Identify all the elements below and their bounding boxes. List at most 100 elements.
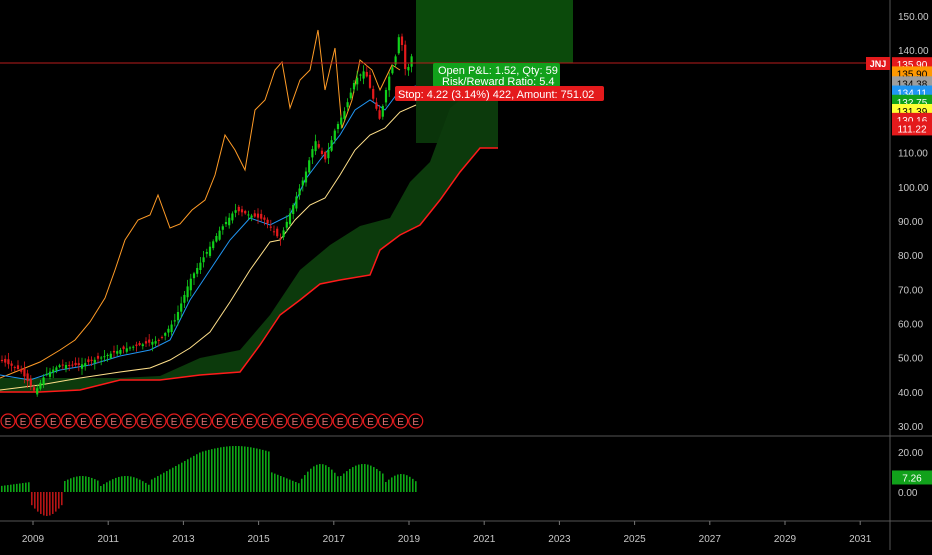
histogram-bar bbox=[91, 477, 93, 492]
earnings-marker[interactable] bbox=[196, 413, 212, 429]
earnings-marker[interactable] bbox=[226, 413, 243, 429]
histogram-bar bbox=[58, 492, 60, 509]
histogram-bar bbox=[184, 460, 186, 492]
earnings-marker[interactable] bbox=[45, 413, 61, 429]
candle-body bbox=[36, 388, 39, 395]
earnings-marker[interactable] bbox=[257, 413, 273, 429]
candle-body bbox=[224, 222, 228, 225]
price-tick-label: 40.00 bbox=[898, 388, 923, 399]
histogram-bar bbox=[130, 476, 132, 492]
candle-body bbox=[10, 363, 13, 366]
histogram-bar bbox=[208, 449, 210, 492]
candle-body bbox=[183, 294, 186, 303]
earnings-marker[interactable] bbox=[332, 413, 348, 429]
pnl-box[interactable] bbox=[433, 63, 560, 87]
price-tick-label: 70.00 bbox=[898, 285, 923, 296]
earnings-marker[interactable] bbox=[90, 413, 107, 429]
earnings-marker[interactable] bbox=[121, 413, 137, 429]
earnings-marker[interactable] bbox=[60, 413, 77, 429]
earnings-marker[interactable] bbox=[408, 413, 424, 429]
price-badge: 111.22 bbox=[892, 121, 932, 135]
earnings-marker[interactable] bbox=[393, 413, 409, 429]
candle-body bbox=[173, 320, 176, 322]
histogram-bar bbox=[412, 478, 414, 492]
histogram-bar bbox=[229, 446, 231, 492]
earnings-marker[interactable] bbox=[272, 413, 288, 429]
pnl-label: Open P&L: 1.52, Qty: 59 bbox=[438, 65, 558, 77]
histogram-bar bbox=[70, 478, 72, 492]
candle-body bbox=[42, 377, 45, 386]
histogram-bar bbox=[346, 471, 348, 492]
histogram-bar bbox=[94, 479, 96, 492]
earnings-marker[interactable] bbox=[377, 413, 394, 429]
histogram-bar bbox=[244, 446, 246, 492]
earnings-marker[interactable] bbox=[0, 413, 16, 429]
earnings-marker-label: E bbox=[382, 417, 389, 428]
earnings-marker[interactable] bbox=[15, 413, 31, 429]
earnings-marker[interactable] bbox=[75, 413, 92, 429]
earnings-marker[interactable] bbox=[211, 413, 227, 429]
earnings-marker[interactable] bbox=[181, 413, 197, 429]
candle-body bbox=[0, 359, 4, 361]
candle-body bbox=[4, 358, 7, 363]
histogram-bar bbox=[295, 482, 297, 492]
earnings-marker[interactable] bbox=[362, 413, 378, 429]
earnings-marker[interactable] bbox=[136, 413, 152, 429]
histogram-bar bbox=[415, 481, 417, 492]
candle-body bbox=[58, 365, 61, 368]
histogram-bar bbox=[271, 472, 273, 492]
histogram-bar bbox=[109, 480, 111, 492]
histogram-bar bbox=[214, 448, 216, 492]
candle-body bbox=[388, 76, 391, 91]
histogram-bar bbox=[85, 476, 87, 492]
earnings-marker[interactable] bbox=[347, 413, 363, 429]
earnings-marker[interactable] bbox=[302, 413, 318, 429]
earnings-marker[interactable] bbox=[317, 413, 333, 429]
candle-body bbox=[336, 124, 340, 130]
time-tick-label: 2029 bbox=[774, 534, 797, 545]
earnings-marker[interactable] bbox=[242, 413, 258, 429]
candle-body bbox=[301, 180, 304, 186]
histogram-bar bbox=[373, 467, 375, 492]
candle-body bbox=[330, 140, 333, 151]
price-badge-label: 111.22 bbox=[897, 124, 927, 135]
histogram-bar bbox=[247, 446, 249, 492]
earnings-marker[interactable] bbox=[166, 413, 182, 429]
conversion-line bbox=[0, 85, 417, 381]
profit-target-zone[interactable] bbox=[416, 0, 573, 63]
histogram-bar bbox=[112, 479, 114, 492]
histogram-bar bbox=[16, 483, 18, 492]
earnings-marker[interactable] bbox=[151, 413, 167, 429]
candle-body bbox=[282, 230, 285, 238]
histogram-bar bbox=[280, 476, 282, 492]
candle-body bbox=[263, 217, 266, 220]
histogram-bar bbox=[88, 476, 90, 492]
earnings-marker-label: E bbox=[35, 417, 42, 428]
earnings-marker[interactable] bbox=[106, 413, 122, 429]
histogram-bar bbox=[10, 484, 12, 492]
earnings-marker[interactable] bbox=[30, 413, 46, 429]
time-axis[interactable]: 2009 2011 2013 2015 2017 2019 2021 2023 2025 2027… bbox=[22, 521, 872, 545]
histogram-bar bbox=[1, 485, 3, 492]
price-axis[interactable]: 150.00 140.00 110.00 100.00 90.00 80.00 70.00 6… bbox=[892, 12, 932, 433]
histogram-bar bbox=[61, 492, 63, 506]
candle-body bbox=[55, 367, 58, 371]
histogram-bar bbox=[349, 468, 351, 492]
histogram-bar bbox=[82, 476, 84, 492]
candle-body bbox=[384, 90, 388, 103]
candle-body bbox=[32, 387, 36, 391]
price-tick-label: 50.00 bbox=[898, 354, 923, 365]
indicator-axis[interactable]: 20.00 0.00 7.26 bbox=[892, 448, 932, 499]
histogram-bar bbox=[28, 482, 30, 492]
earnings-marker[interactable] bbox=[287, 413, 303, 429]
price-tick-label: 100.00 bbox=[898, 183, 929, 194]
histogram-bar bbox=[352, 467, 354, 492]
candle-body bbox=[96, 355, 100, 359]
candle-body bbox=[74, 362, 77, 365]
stop-box[interactable] bbox=[395, 86, 604, 101]
candle-body bbox=[100, 357, 103, 359]
